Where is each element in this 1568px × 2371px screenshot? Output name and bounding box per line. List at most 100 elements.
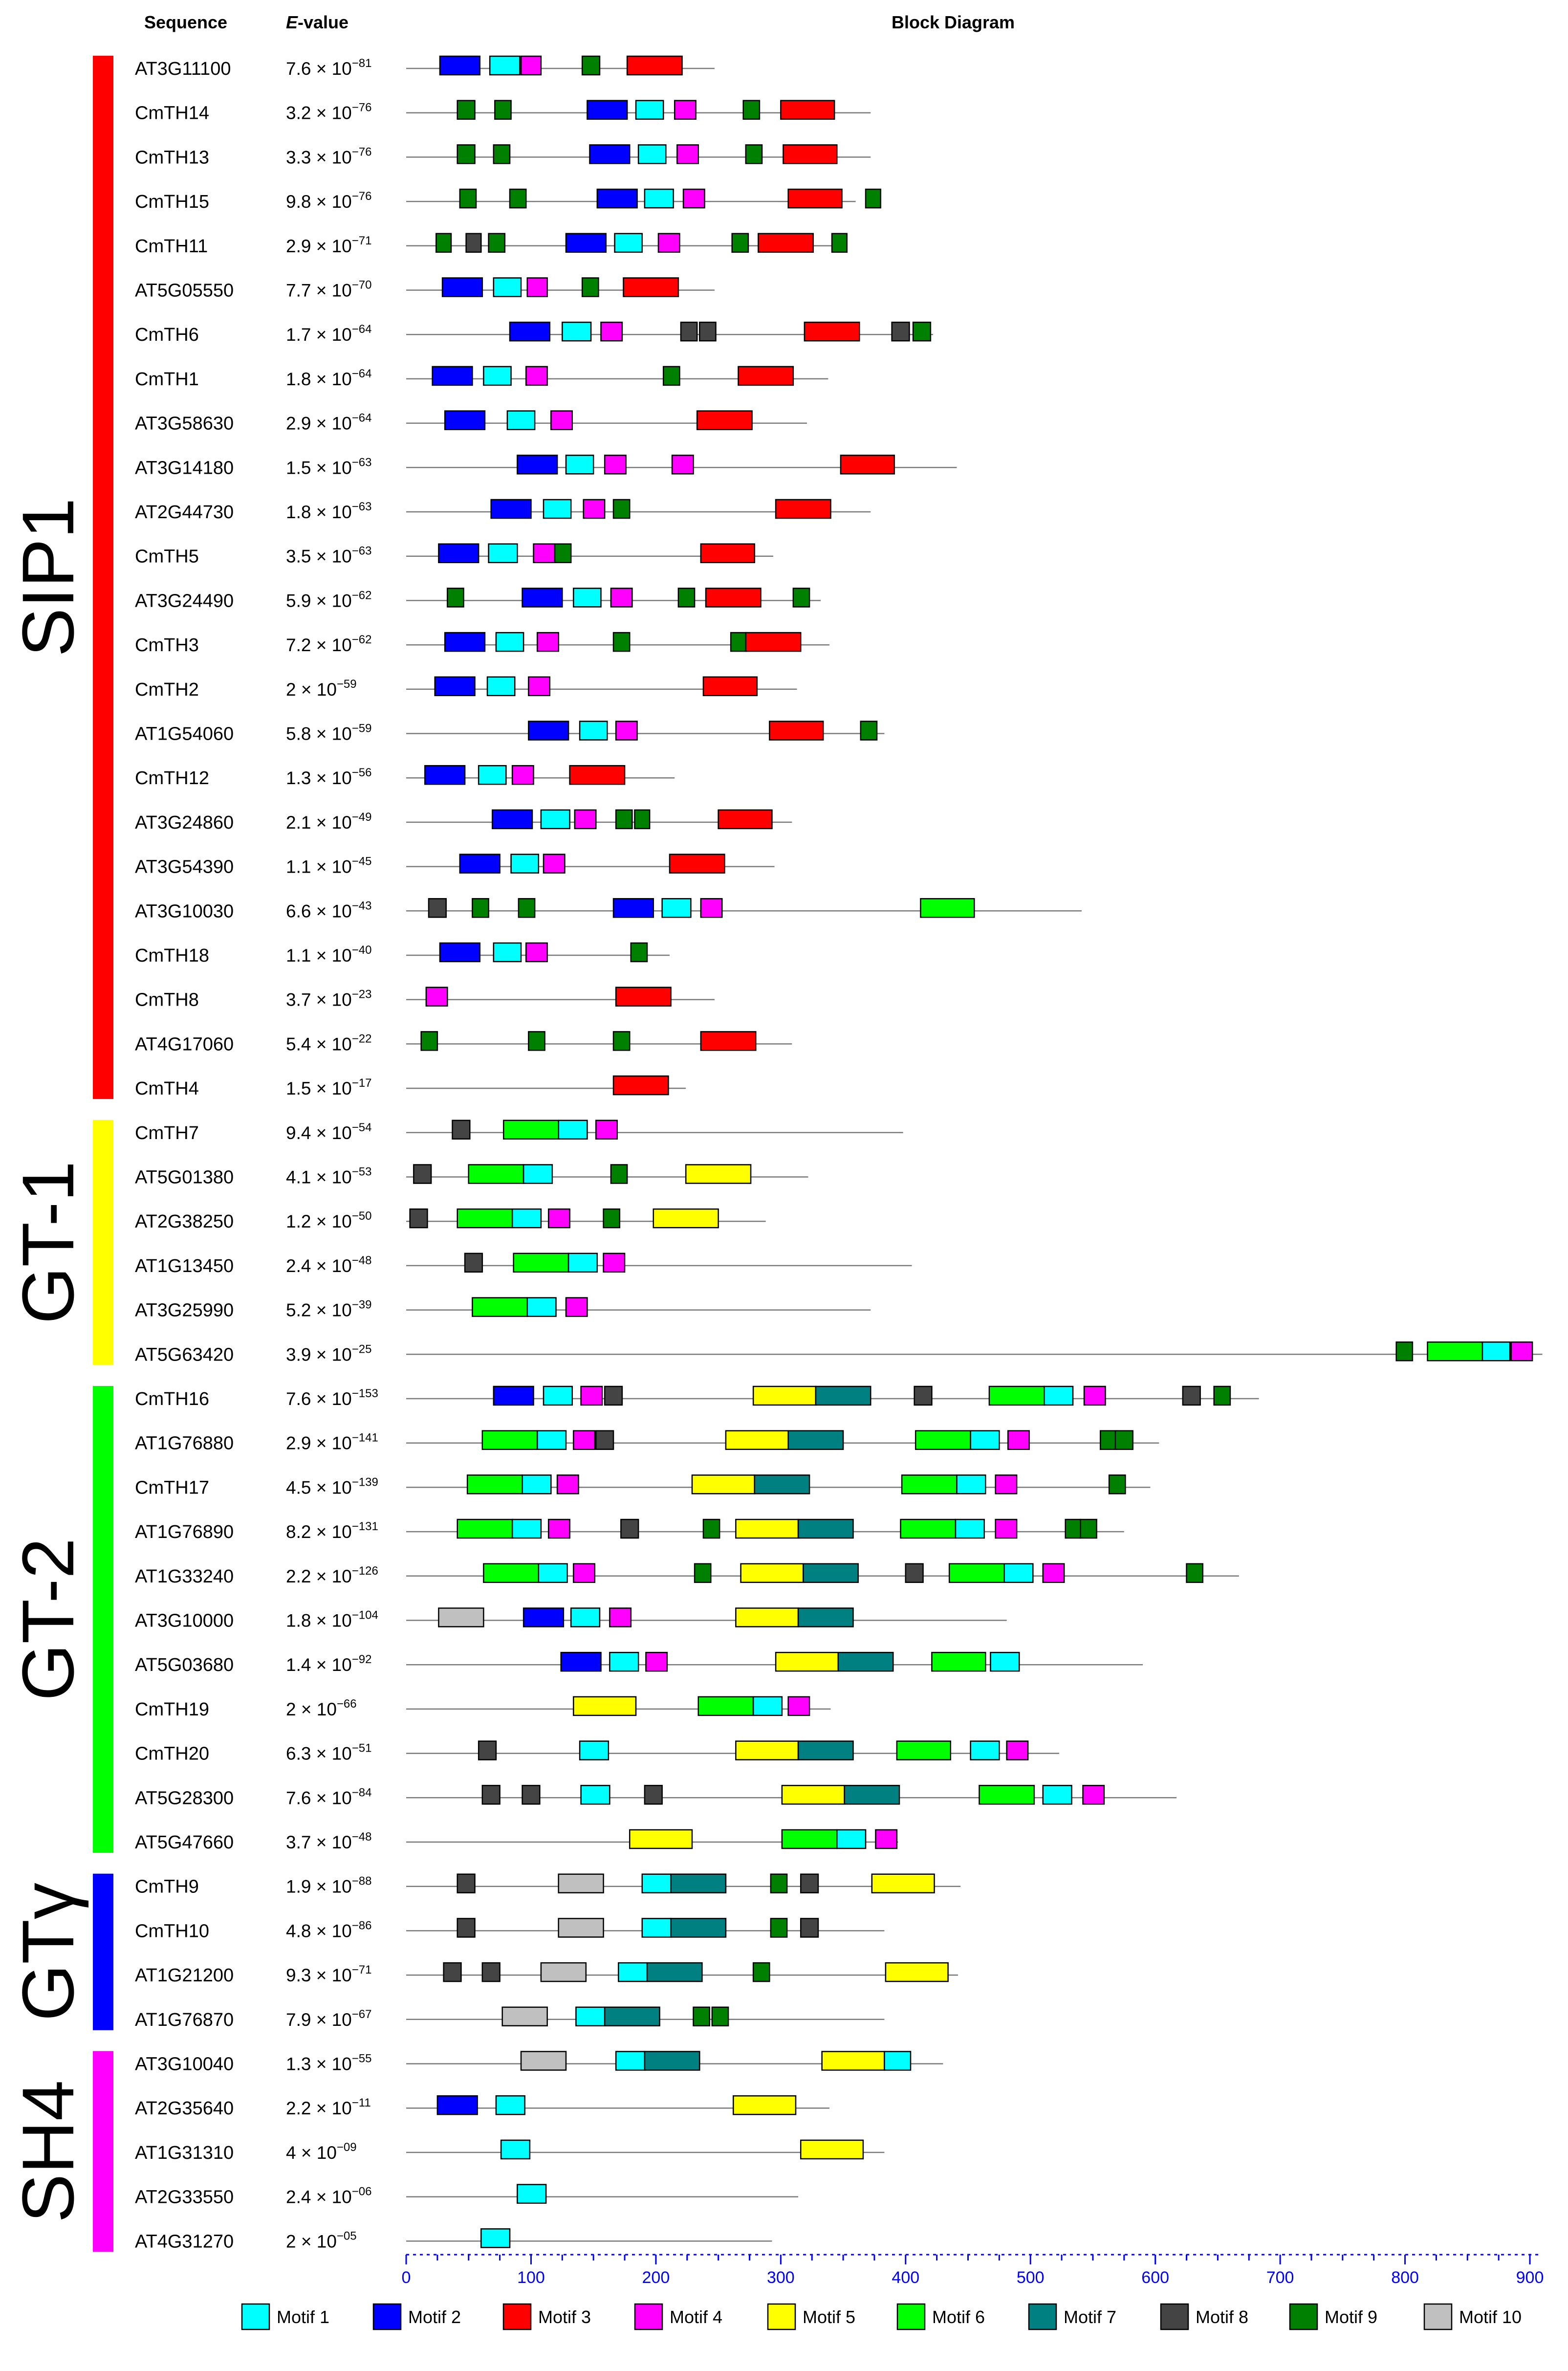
motif-5-block bbox=[821, 2051, 885, 2071]
motif-8-block bbox=[428, 898, 447, 918]
motif-6-block bbox=[483, 1563, 540, 1583]
sequence-name: CmTH17 bbox=[135, 1477, 209, 1498]
motif-1-block bbox=[641, 1918, 672, 1938]
sequence-name: AT3G14180 bbox=[135, 458, 234, 478]
motif-1-block bbox=[573, 588, 602, 608]
sequence-row: AT3G25990 5.2 × 10−39 bbox=[135, 1297, 871, 1321]
evalue-mantissa: 7.6 bbox=[286, 1389, 311, 1409]
motif-9-block bbox=[831, 233, 848, 253]
motif-4-block bbox=[525, 366, 548, 386]
sequence-row: AT1G21200 9.3 × 10−71 bbox=[135, 1962, 958, 1986]
evalue-mantissa: 5.9 bbox=[286, 591, 311, 611]
axis-tick-label: 0 bbox=[402, 2268, 411, 2287]
motif-1-block bbox=[570, 1607, 601, 1627]
motif-1-block bbox=[752, 1696, 783, 1716]
legend-swatch-motif-5 bbox=[767, 2303, 796, 2330]
motif-2-block bbox=[509, 321, 551, 342]
axis-tick-label: 900 bbox=[1516, 2268, 1544, 2287]
evalue-exponent: −22 bbox=[352, 1032, 372, 1045]
evalue-exponent: −23 bbox=[352, 988, 372, 1001]
sequence-name: AT2G38250 bbox=[135, 1211, 234, 1232]
sequence-evalue: 2 × 10−66 bbox=[286, 1697, 357, 1719]
sequence-evalue: 1.4 × 10−92 bbox=[286, 1653, 371, 1675]
evalue-mantissa: 2.2 bbox=[286, 1566, 311, 1586]
evalue-base: × 10 bbox=[311, 990, 351, 1010]
motif-9-block bbox=[745, 144, 763, 164]
evalue-base: × 10 bbox=[311, 1611, 351, 1631]
motif-1-block bbox=[483, 366, 512, 386]
evalue-exponent: −59 bbox=[352, 722, 372, 735]
motif-2-block bbox=[439, 942, 480, 963]
motif-4-block bbox=[573, 1430, 595, 1450]
motif-9-block bbox=[770, 1873, 788, 1893]
motif-6-block bbox=[457, 1518, 513, 1539]
motif-4-block bbox=[583, 499, 606, 519]
sequence-row: AT1G76880 2.9 × 10−141 bbox=[135, 1430, 1159, 1454]
evalue-exponent: −84 bbox=[352, 1786, 372, 1799]
motif-4-block bbox=[573, 1563, 595, 1583]
motif-1-block bbox=[567, 1252, 598, 1273]
evalue-mantissa: 1.3 bbox=[286, 2054, 311, 2074]
group-bar-4 bbox=[93, 2051, 113, 2252]
motif-1-block bbox=[495, 632, 524, 652]
sequence-evalue: 4 × 10−09 bbox=[286, 2141, 357, 2163]
group-bar-2 bbox=[93, 1386, 113, 1853]
motif-10-block bbox=[540, 1962, 587, 1982]
evalue-mantissa: 4.5 bbox=[286, 1477, 311, 1497]
evalue-mantissa: 5.8 bbox=[286, 724, 311, 744]
motif-7-block bbox=[844, 1785, 900, 1805]
sequence-row: CmTH3 7.2 × 10−62 bbox=[135, 632, 829, 656]
legend-label-motif-9: Motif 9 bbox=[1325, 2307, 1377, 2327]
sequence-evalue: 8.2 × 10−131 bbox=[286, 1520, 378, 1542]
motif-10-block bbox=[438, 1607, 484, 1627]
sequence-name: AT5G03680 bbox=[135, 1655, 234, 1675]
motif-1-block bbox=[480, 2228, 511, 2248]
group-bar-0 bbox=[93, 56, 113, 1099]
motif-5-block bbox=[775, 1651, 839, 1672]
sequence-row: CmTH15 9.8 × 10−76 bbox=[135, 188, 881, 212]
group-bar-3 bbox=[93, 1873, 113, 2030]
motif-1-block bbox=[489, 55, 521, 76]
motif-2-block bbox=[589, 144, 631, 164]
motif-7-block bbox=[670, 1918, 727, 1938]
motif-9-block bbox=[612, 632, 631, 652]
sequence-row: AT1G54060 5.8 × 10−59 bbox=[135, 721, 885, 745]
motif-4-block bbox=[525, 942, 548, 963]
motif-4-block bbox=[1083, 1385, 1106, 1406]
motif-1-block bbox=[661, 898, 692, 918]
motif-4-block bbox=[875, 1829, 898, 1849]
motif-1-block bbox=[1042, 1785, 1072, 1805]
motif-4-block bbox=[556, 1474, 579, 1494]
motif-1-block bbox=[543, 499, 572, 519]
motif-1-block bbox=[500, 2139, 531, 2160]
evalue-exponent: −104 bbox=[352, 1609, 378, 1622]
evalue-mantissa: 3.7 bbox=[286, 990, 311, 1010]
motif-4-block bbox=[543, 854, 566, 874]
motif-5-block bbox=[629, 1829, 693, 1849]
motif-2-block bbox=[444, 632, 486, 652]
sequence-name: AT1G33240 bbox=[135, 1566, 234, 1587]
motif-4-block bbox=[600, 321, 623, 342]
motif-legend: Motif 1 Motif 2 Motif 3 Motif 4 Motif 5 Motif… bbox=[241, 2303, 1522, 2330]
sequence-name: AT5G05550 bbox=[135, 281, 234, 301]
motif-1-block bbox=[493, 277, 522, 297]
motif-2-block bbox=[565, 233, 607, 253]
evalue-mantissa: 3.9 bbox=[286, 1344, 311, 1364]
motif-9-block bbox=[711, 2006, 729, 2027]
evalue-mantissa: 4.8 bbox=[286, 1921, 311, 1941]
sequence-name: CmTH13 bbox=[135, 147, 209, 168]
motif-8-block bbox=[443, 1962, 462, 1982]
legend-label-motif-7: Motif 7 bbox=[1064, 2307, 1116, 2327]
sequence-row: AT3G24860 2.1 × 10−49 bbox=[135, 809, 792, 833]
axis-tick-label: 800 bbox=[1391, 2268, 1419, 2287]
sequence-name: CmTH7 bbox=[135, 1123, 199, 1143]
motif-2-block bbox=[493, 1385, 534, 1406]
motif-4-block bbox=[603, 1252, 626, 1273]
motif-8-block bbox=[604, 1385, 623, 1406]
evalue-base: × 10 bbox=[311, 281, 351, 301]
evalue-base: × 10 bbox=[311, 768, 351, 788]
sequence-evalue: 5.9 × 10−62 bbox=[286, 589, 371, 611]
motif-3-block bbox=[700, 1031, 757, 1051]
motif-5-block bbox=[735, 1740, 799, 1760]
sequence-row: CmTH20 6.3 × 10−51 bbox=[135, 1740, 1059, 1764]
